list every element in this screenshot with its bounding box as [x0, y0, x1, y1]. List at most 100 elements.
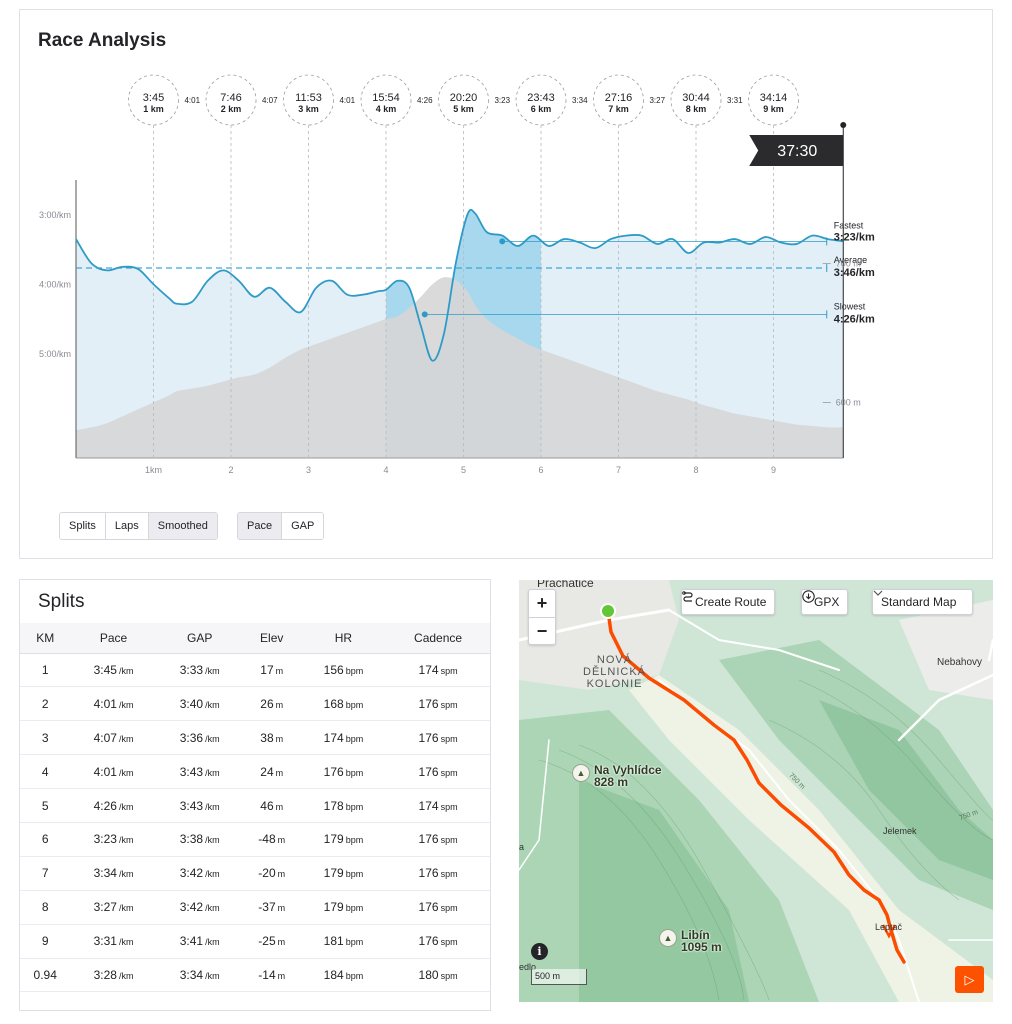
- fastest-label: Fastest: [834, 220, 864, 230]
- split-elev-value: 17: [260, 662, 274, 677]
- route-end-arrow: [881, 924, 897, 939]
- km-marker-distance: 1 km: [143, 104, 164, 114]
- district-line-1: NOVÁ: [596, 654, 633, 666]
- peak-libin[interactable]: ▲ Libín 1095 m: [659, 929, 722, 953]
- average-label: Average: [834, 255, 867, 265]
- district-line-2: DĚLNICKÁ: [583, 666, 647, 678]
- route-map[interactable]: + − Create Route GPX Standard Map Pracha…: [519, 580, 993, 1002]
- map-type-select[interactable]: Standard Map: [872, 589, 974, 615]
- smoothed-view-button[interactable]: Smoothed: [148, 513, 217, 539]
- split-hr-unit: bpm: [345, 869, 364, 880]
- split-km-value: 4: [41, 764, 49, 779]
- split-hr-unit: bpm: [345, 665, 364, 676]
- split-pace: 3:27/km: [70, 890, 157, 925]
- info-icon[interactable]: i: [531, 943, 548, 960]
- km-marker-circle: [515, 74, 567, 126]
- map-label-district: NOVÁ DĚLNICKÁ KOLONIE: [583, 654, 646, 690]
- split-cadence-unit: spm: [440, 970, 458, 981]
- x-axis-label: 6: [538, 465, 543, 475]
- split-elev: 26 m: [242, 686, 301, 722]
- forest-ridge-1: [519, 710, 819, 1002]
- create-route-button[interactable]: Create Route: [681, 589, 776, 615]
- km-marker-time: 11:53: [295, 92, 322, 104]
- split-km-value: 2: [41, 696, 49, 711]
- play-flyover-button[interactable]: ▷: [955, 966, 984, 993]
- split-hr-unit: bpm: [345, 903, 364, 914]
- table-row: 5 4:26/km 3:43/km 46 m 178 bpm 174 spm: [20, 788, 490, 823]
- column-header-hr: HR: [300, 623, 387, 654]
- pace-metric-button[interactable]: Pace: [238, 513, 283, 539]
- split-cadence: 176 spm: [386, 754, 490, 790]
- split-pace-unit: /km: [118, 970, 134, 981]
- gpx-button[interactable]: GPX: [801, 589, 849, 615]
- split-pace-value: 4:01: [93, 764, 117, 779]
- table-row: 9 3:31/km 3:41/km -25 m 181 bpm 176 spm: [20, 924, 490, 959]
- split-gap-value: 3:36: [179, 730, 204, 745]
- split-cadence: 174 spm: [386, 788, 490, 823]
- column-header-pace: Pace: [70, 623, 157, 654]
- table-row: 6 3:23/km 3:38/km -48 m 179 bpm 176 spm: [20, 822, 490, 857]
- map-label-prachatice: Prachatice: [537, 580, 594, 590]
- km-marker-time: 7:46: [220, 92, 241, 104]
- town-area: [519, 580, 679, 690]
- map-label-sedlo: edlo: [519, 962, 537, 972]
- split-elev-unit: m: [275, 665, 284, 676]
- split-hr: 179 bpm: [300, 856, 387, 891]
- split-cadence-unit: spm: [440, 869, 458, 880]
- split-gap-value: 3:41: [179, 934, 204, 949]
- km-marker-time: 20:20: [450, 92, 478, 104]
- contour-lines: [538, 669, 993, 1001]
- split-km-value: 0.94: [33, 967, 57, 982]
- gap-metric-button[interactable]: GAP: [282, 513, 324, 539]
- km-marker-time: 15:54: [372, 92, 400, 104]
- split-km: 9: [20, 924, 71, 959]
- split-cadence-value: 176: [418, 764, 439, 779]
- pace-line: [75, 208, 844, 362]
- peak-na-vyhlidce[interactable]: ▲ Na Vyhlídce 828 m: [572, 764, 662, 788]
- split-gap-bg: [721, 93, 748, 105]
- district-line-3: KOLONIE: [586, 678, 643, 690]
- split-hr-value: 181: [323, 934, 344, 949]
- split-elev-value: 24: [260, 764, 274, 779]
- split-gap-bg: [489, 93, 516, 105]
- km-marker-time: 30:44: [682, 92, 710, 104]
- table-row: 3 4:07/km 3:36/km 38 m 174 bpm 176 spm: [20, 720, 490, 756]
- zoom-in-button[interactable]: +: [536, 593, 548, 613]
- peak-name: Libín: [681, 928, 710, 942]
- zoom-controls: + −: [528, 589, 556, 645]
- split-elev-value: 46: [260, 798, 274, 813]
- km-marker-circle: [438, 74, 489, 126]
- map-scale-bar: 500 m: [531, 969, 587, 985]
- split-gap-bg: [256, 93, 283, 105]
- town-area-east: [899, 600, 993, 700]
- split-cadence-unit: spm: [440, 835, 458, 846]
- map-label-jelemek: Jelemek: [883, 826, 917, 836]
- split-cadence-unit: spm: [440, 903, 458, 914]
- forest-ridge-2: [579, 780, 749, 1002]
- finish-time-flag: [749, 135, 844, 166]
- split-gap-value: 3:40: [179, 696, 204, 711]
- split-gap-unit: /km: [205, 767, 220, 778]
- peak-name: Na Vyhlídce: [594, 763, 662, 777]
- km-marker-time: 3:45: [143, 92, 164, 104]
- splits-view-button[interactable]: Splits: [60, 513, 106, 539]
- split-pace-unit: /km: [118, 937, 134, 948]
- split-pace: 3:31/km: [70, 924, 157, 959]
- split-elev-unit: m: [275, 801, 284, 812]
- zoom-out-button[interactable]: −: [529, 617, 555, 644]
- split-hr-value: 176: [323, 764, 344, 779]
- split-pace: 3:34/km: [70, 856, 157, 891]
- split-cadence: 176 spm: [386, 686, 490, 722]
- laps-view-button[interactable]: Laps: [105, 513, 149, 539]
- split-elev: 17 m: [242, 653, 301, 688]
- map-type-label: Standard Map: [881, 595, 957, 609]
- split-cadence: 176 spm: [386, 924, 490, 959]
- split-hr-unit: bpm: [345, 835, 364, 846]
- split-gap-unit: /km: [205, 835, 220, 846]
- table-row: 8 3:27/km 3:42/km -37 m 179 bpm 176 spm: [20, 890, 490, 925]
- split-km-value: 3: [41, 730, 49, 745]
- average-value: 3:46/km: [834, 267, 875, 279]
- split-hr-value: 156: [323, 662, 344, 677]
- split-gap-label: 4:26: [417, 96, 433, 105]
